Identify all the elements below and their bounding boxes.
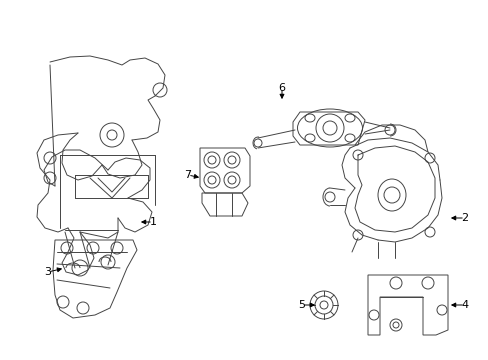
Text: 7: 7	[184, 170, 191, 180]
Text: 6: 6	[278, 83, 285, 93]
Text: 4: 4	[461, 300, 468, 310]
Text: 3: 3	[44, 267, 51, 277]
Text: 2: 2	[461, 213, 468, 223]
Text: 5: 5	[298, 300, 305, 310]
Text: 1: 1	[149, 217, 156, 227]
